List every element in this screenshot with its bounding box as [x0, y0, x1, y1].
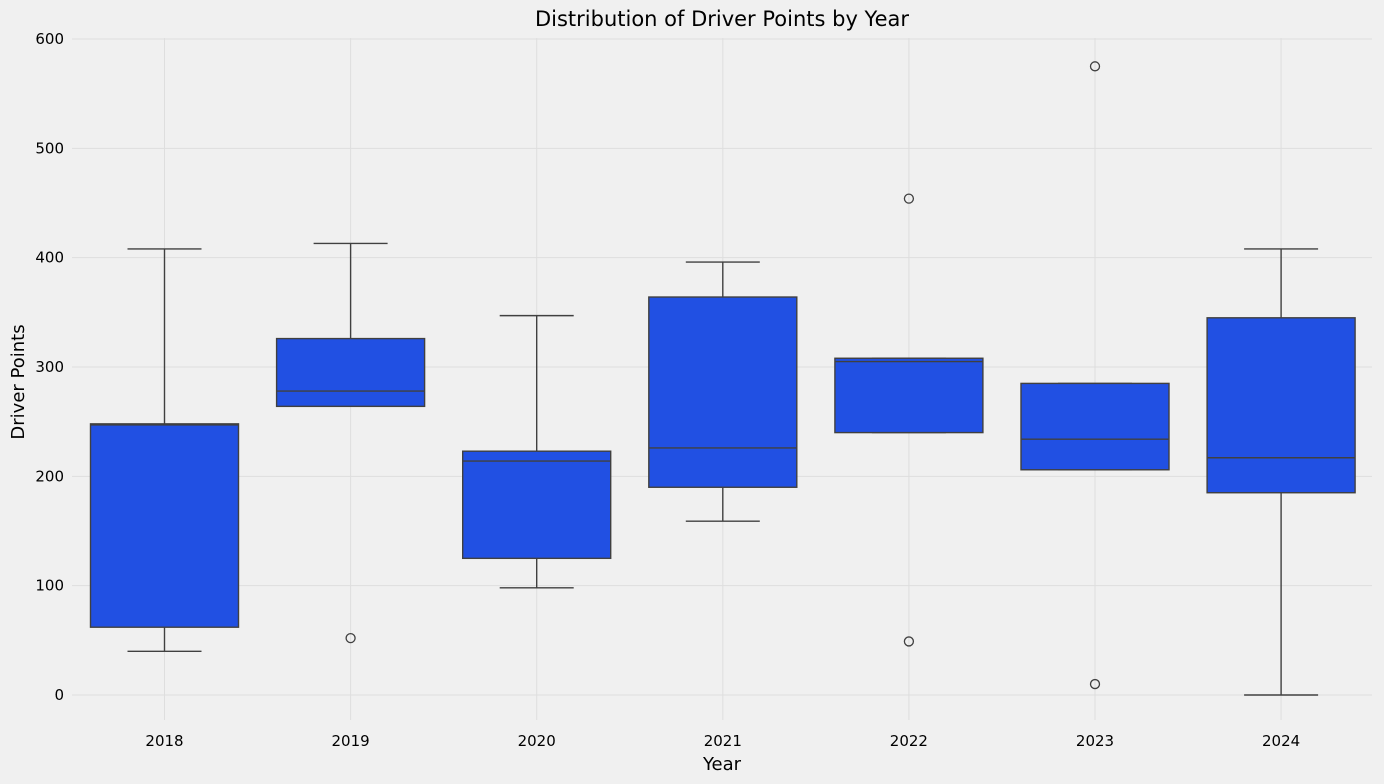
y-axis-title: Driver Points	[8, 324, 29, 439]
x-tick-label: 2022	[890, 732, 928, 750]
box-iqr	[275, 337, 426, 408]
box-iqr	[89, 423, 240, 628]
x-tick-label: 2019	[332, 732, 370, 750]
boxes	[89, 61, 1356, 696]
box-group-2021	[648, 261, 798, 522]
outlier-point	[345, 632, 356, 644]
y-tick-label: 500	[35, 139, 64, 157]
box-group-2023	[1020, 61, 1170, 690]
chart-title: Distribution of Driver Points by Year	[535, 7, 909, 31]
x-axis-ticks: 2018 2019 2020 2021 2022 2023 2024	[145, 732, 1300, 750]
x-tick-label: 2024	[1262, 732, 1300, 750]
box-iqr	[834, 357, 984, 434]
x-tick-label: 2020	[518, 732, 556, 750]
y-tick-label: 0	[54, 686, 64, 704]
outlier-point	[1089, 61, 1101, 72]
x-tick-label: 2023	[1076, 732, 1114, 750]
outlier-point	[903, 636, 915, 647]
y-tick-label: 400	[35, 249, 64, 267]
box-group-2024	[1206, 248, 1356, 696]
outlier-point	[1089, 678, 1101, 690]
box-group-2020	[462, 314, 612, 589]
y-tick-label: 100	[35, 577, 64, 595]
box-iqr	[1206, 317, 1356, 494]
x-axis-title: Year	[702, 754, 742, 775]
outlier-point	[903, 193, 915, 204]
box-group-2019	[275, 242, 426, 644]
box-iqr	[462, 450, 612, 560]
y-tick-label: 200	[35, 467, 64, 485]
x-tick-label: 2018	[145, 732, 183, 750]
x-tick-label: 2021	[704, 732, 742, 750]
box-iqr	[1020, 382, 1170, 471]
box-group-2018	[89, 248, 240, 652]
box-group-2022	[834, 193, 984, 647]
box-iqr	[648, 296, 798, 488]
y-tick-label: 300	[35, 358, 64, 376]
y-tick-label: 600	[35, 30, 64, 48]
y-axis-ticks: 0 100 200 300 400 500 600	[35, 30, 64, 704]
